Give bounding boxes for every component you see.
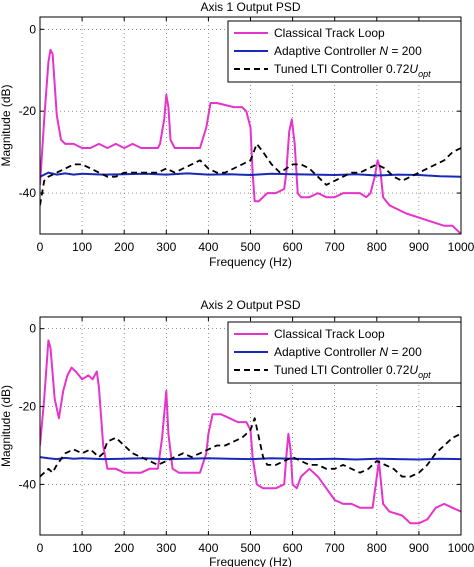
legend-italic: N [379,345,388,359]
x-tick-label: 500 [240,541,260,555]
legend-entry-2: Adaptive Controller N = 200 [274,44,422,58]
y-tick-label: 0 [29,22,36,36]
x-tick-label: 900 [409,240,429,254]
x-tick-label: 900 [409,541,429,555]
x-tick-label: 600 [283,541,303,555]
series-line-2 [40,171,461,178]
legend-subscript: opt [418,370,431,380]
legend-text: Adaptive Controller [274,44,379,58]
legend-italic: U [409,62,418,76]
x-tick-label: 400 [198,541,218,555]
x-tick-label: 200 [114,541,134,555]
x-tick-label: 1000 [448,240,474,254]
y-tick-label: -20 [19,104,37,118]
legend: Classical Track Loop Adaptive Controller … [227,321,462,384]
legend-entry-2: Adaptive Controller N = 200 [274,345,422,359]
legend: Classical Track Loop Adaptive Controller … [227,20,462,83]
legend-entry-1: Classical Track Loop [274,327,385,341]
legend-entry-1: Classical Track Loop [274,26,385,40]
y-tick-label: -20 [19,400,37,414]
x-tick-label: 300 [156,240,176,254]
y-tick-label: 0 [29,322,36,336]
legend-italic: N [379,44,388,58]
x-tick-label: 0 [37,541,44,555]
x-tick-label: 800 [367,240,387,254]
y-axis-label: Magnitude (dB) [0,385,13,467]
x-tick-label: 600 [283,240,303,254]
legend-text: Tuned LTI Controller 0.72 [274,62,410,76]
x-tick-label: 1000 [448,541,474,555]
legend-italic: U [409,363,418,377]
x-tick-label: 0 [37,240,44,254]
x-axis-label: Frequency (Hz) [209,255,292,269]
chart-title: Axis 2 Output PSD [200,298,300,312]
series-line-3 [40,417,461,478]
chart-1: Axis 1 Output PSD 0 100 200 300 400 500 600 700 8… [0,0,474,269]
y-axis-label: Magnitude (dB) [0,84,13,166]
x-tick-label: 700 [325,541,345,555]
x-tick-label: 500 [240,240,260,254]
x-tick-label: 100 [72,541,92,555]
chart-2: Axis 2 Output PSD 0 100 200 300 400 500 600 700 8… [0,298,474,567]
y-tick-label: -40 [19,186,37,200]
legend-entry-3: Tuned LTI Controller 0.72Uopt [274,62,431,79]
legend-text: Adaptive Controller [274,345,379,359]
legend-entry-3: Tuned LTI Controller 0.72Uopt [274,363,431,380]
legend-subscript: opt [418,69,431,79]
legend-text-suffix: = 200 [388,345,422,359]
series-line-3 [40,142,461,206]
legend-text-suffix: = 200 [388,44,422,58]
y-tick-label: -40 [19,477,37,491]
x-tick-label: 700 [325,240,345,254]
legend-text: Classical Track Loop [274,26,385,40]
chart-title: Axis 1 Output PSD [200,0,300,14]
legend-text: Classical Track Loop [274,327,385,341]
x-tick-label: 800 [367,541,387,555]
x-tick-label: 400 [198,240,218,254]
x-tick-label: 300 [156,541,176,555]
series-line-2 [40,456,461,461]
x-axis-label: Frequency (Hz) [209,555,292,567]
x-tick-label: 100 [72,240,92,254]
series-line-1 [40,339,461,525]
legend-text: Tuned LTI Controller 0.72 [274,363,410,377]
series-line-1 [40,48,461,234]
x-tick-label: 200 [114,240,134,254]
